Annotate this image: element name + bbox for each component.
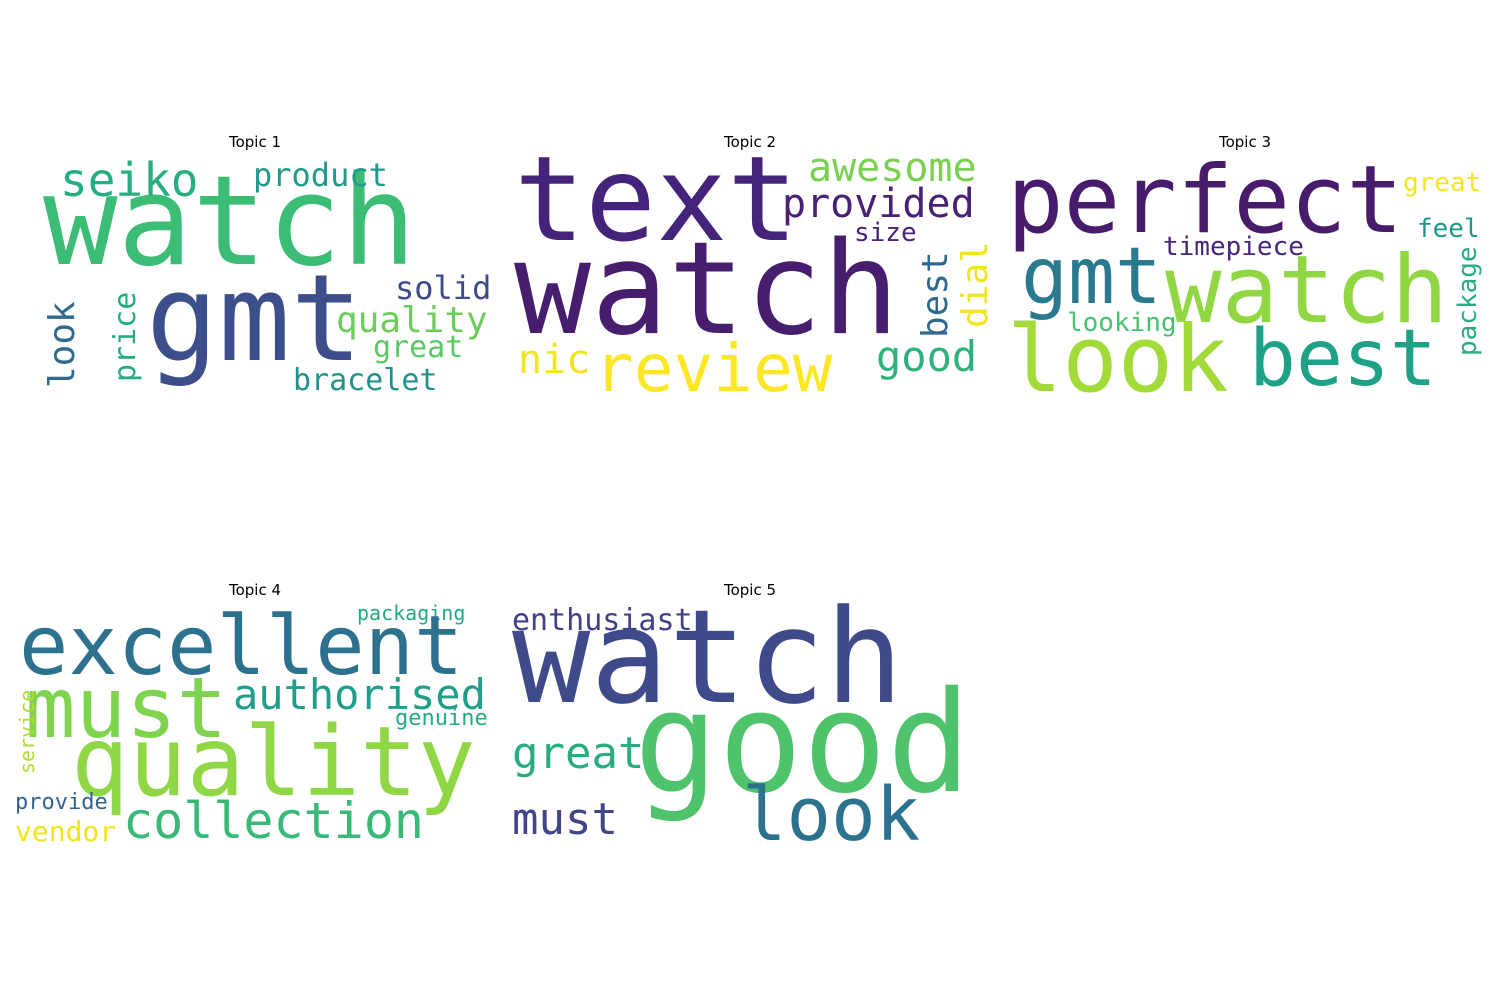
- topic-4-word: genuine: [395, 706, 488, 731]
- topic-1-word: watch: [43, 150, 417, 294]
- topic-3-word: package: [1453, 246, 1483, 356]
- topic-1-title: Topic 1: [228, 133, 282, 151]
- topic-1-word: gmt: [146, 250, 363, 389]
- topic-2-title: Topic 2: [723, 133, 777, 151]
- topic-1-word: look: [42, 301, 83, 388]
- topic-5-word: watch: [512, 581, 904, 733]
- topic-2-word: dial: [955, 241, 996, 328]
- topic-3-word: timepiece: [1163, 232, 1304, 262]
- topic-5-word: good: [634, 662, 972, 825]
- topic-5-panel: Topic 5 enthusiast watch good great must…: [510, 578, 990, 852]
- topic-5-wordcloud: enthusiast watch good great must look: [510, 578, 990, 852]
- topic-4-word: collection: [123, 792, 425, 850]
- topic-4-title: Topic 4: [228, 581, 282, 599]
- topic-4-word: service: [15, 689, 39, 774]
- topic-3-word: watch: [1165, 236, 1448, 345]
- topic-4-word: vendor: [15, 815, 117, 848]
- topic-4-wordcloud: packaging excellent must authorised genu…: [15, 578, 495, 846]
- topic-2-word: review: [594, 330, 833, 407]
- topic-2-word: watch: [514, 215, 900, 364]
- topic-4-word: must: [25, 659, 228, 757]
- topic-3-word: feel: [1417, 214, 1480, 244]
- topic-3-word: looking: [1067, 308, 1177, 338]
- topic-1-word: product: [253, 156, 388, 194]
- topic-2-wordcloud: text watch awesome provided size best di…: [510, 130, 996, 402]
- topic-3-title: Topic 3: [1218, 133, 1272, 151]
- topic-1-wordcloud: watch gmt seiko product solid quality gr…: [15, 130, 495, 396]
- topic-4-panel: Topic 4 packaging excellent must authori…: [15, 578, 495, 846]
- topic-3-panel: Topic 3 perfect great feel timepiece gmt…: [1005, 130, 1485, 406]
- topic-5-word: look: [742, 772, 921, 858]
- topic-2-word: text: [514, 130, 799, 268]
- topic-1-word: quality: [336, 300, 488, 341]
- topic-2-word: awesome: [808, 145, 977, 191]
- topic-4-word: excellent: [19, 599, 464, 694]
- topic-5-title: Topic 5: [723, 581, 777, 599]
- topic-1-word: seiko: [60, 153, 199, 207]
- topic-3-word: perfect: [1007, 146, 1404, 255]
- topic-3-word: great: [1403, 168, 1482, 198]
- topic-5-word: enthusiast: [512, 603, 693, 638]
- topic-2-word: nic: [518, 337, 591, 383]
- topic-2-word: provided: [782, 181, 975, 227]
- topic-2-word: size: [854, 218, 917, 248]
- topic-4-word: packaging: [357, 601, 466, 625]
- topic-2-panel: Topic 2 text watch awesome provided size…: [510, 130, 996, 402]
- topic-4-word: provide: [15, 790, 108, 815]
- topic-1-word: great: [373, 330, 464, 365]
- topic-4-word: quality: [71, 706, 476, 818]
- topic-5-word: must: [512, 794, 618, 845]
- topic-2-word: best: [915, 251, 956, 338]
- topic-4-word: authorised: [233, 670, 486, 719]
- topic-1-word: solid: [395, 269, 492, 307]
- topic-1-word: bracelet: [293, 363, 438, 398]
- topic-1-panel: Topic 1 watch gmt seiko product solid qu…: [15, 130, 495, 396]
- topic-5-word: great: [512, 728, 645, 779]
- topic-3-word: best: [1249, 314, 1437, 404]
- topic-3-word: gmt: [1021, 232, 1162, 322]
- topic-1-word: price: [108, 291, 143, 382]
- topic-3-word: look: [1007, 306, 1229, 413]
- topic-2-word: good: [876, 332, 978, 381]
- topic-3-wordcloud: perfect great feel timepiece gmt watch p…: [1005, 130, 1485, 406]
